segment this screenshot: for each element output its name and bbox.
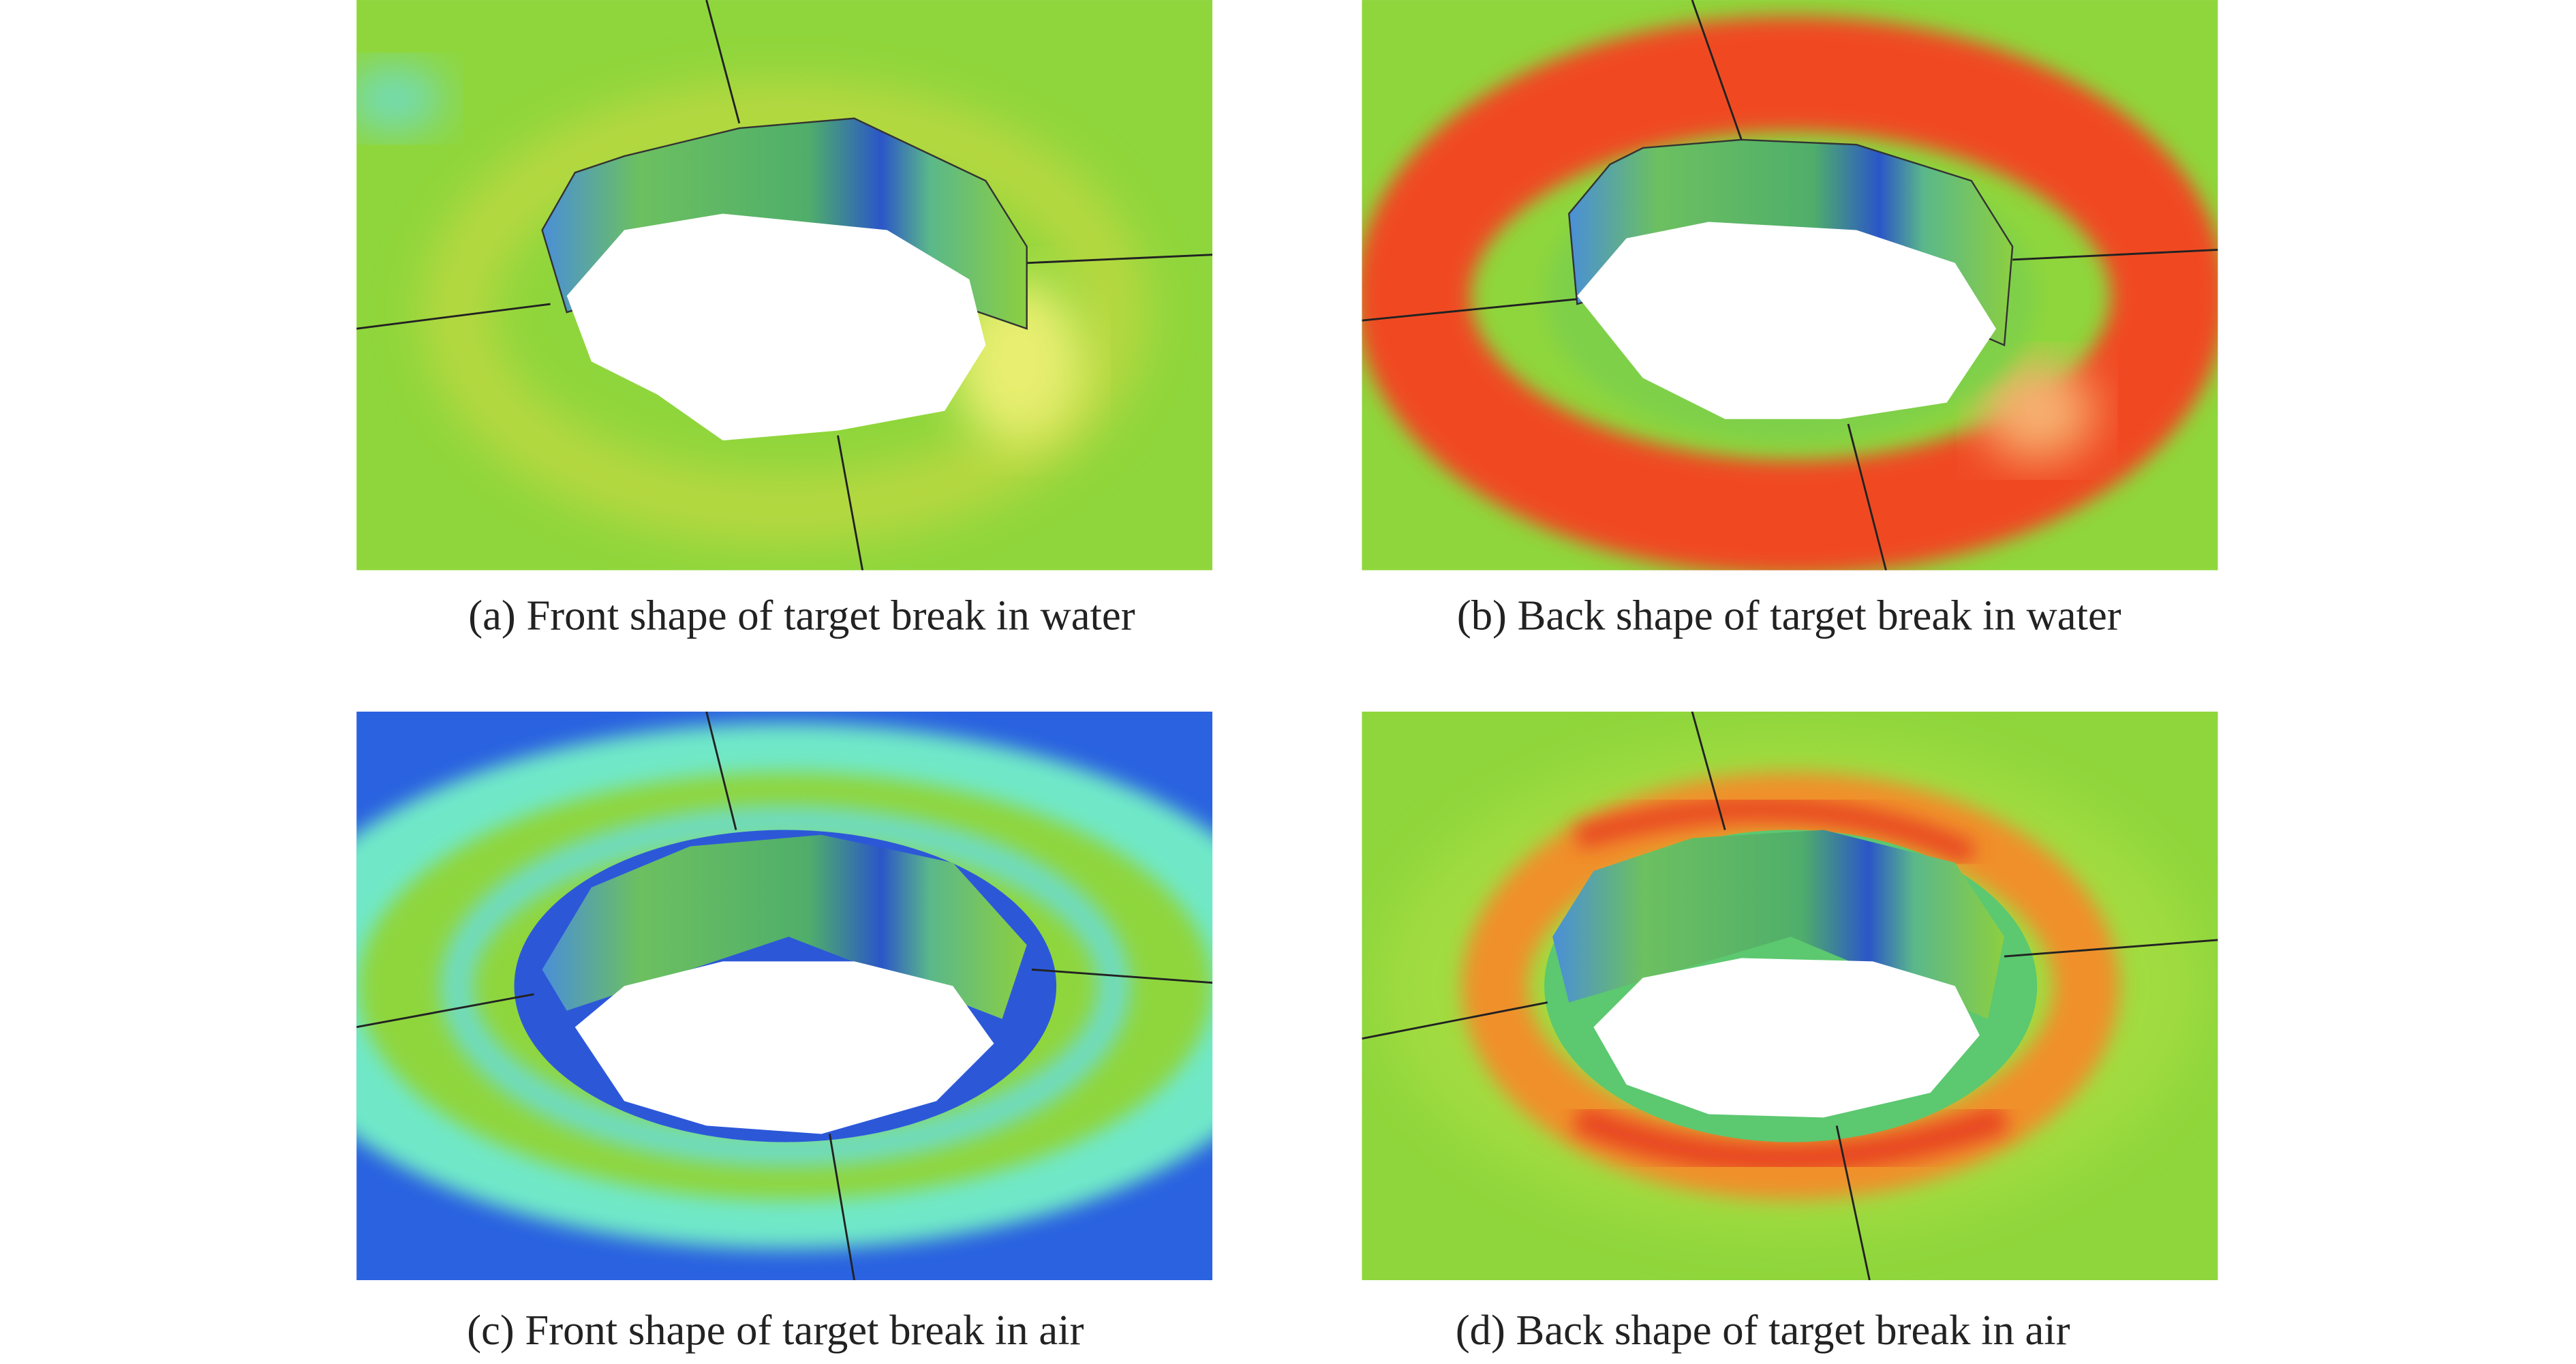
caption: (a) Front shape of target break in water [468,591,1135,639]
caption: (b) Back shape of target break in water [1457,591,2121,639]
panel-a [356,0,1213,571]
caption: (c) Front shape of target break in air [467,1306,1084,1354]
panel-b [1362,0,2218,571]
caption: (d) Back shape of target break in air [1456,1306,2070,1354]
panel-d [1362,711,2218,1280]
panel-c [356,711,1213,1280]
